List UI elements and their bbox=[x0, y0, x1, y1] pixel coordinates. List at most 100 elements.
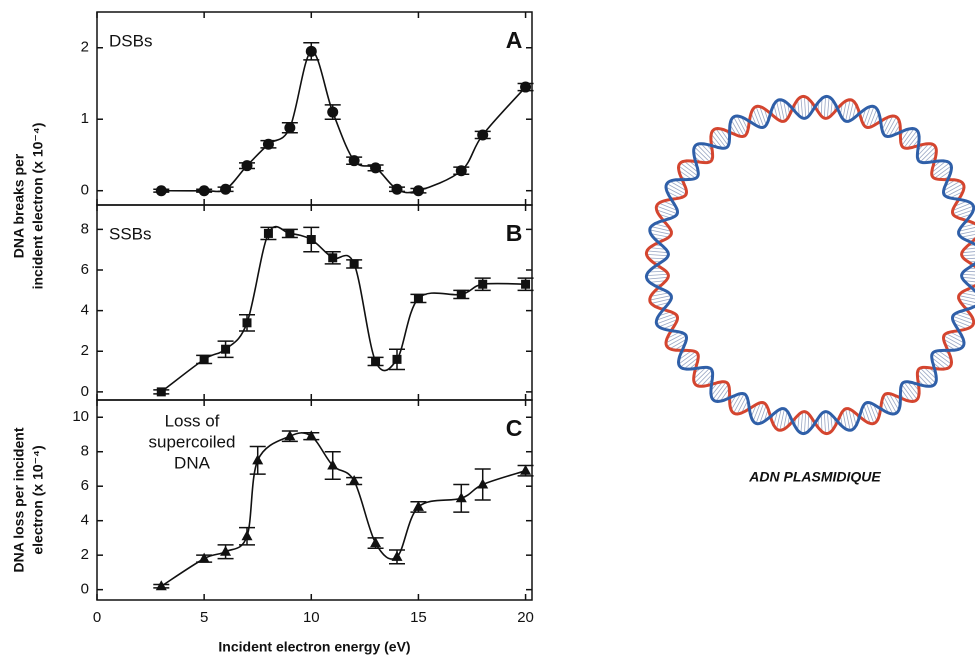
data-point bbox=[455, 165, 467, 177]
base-pair bbox=[669, 338, 687, 350]
base-pair bbox=[783, 411, 788, 430]
base-pair bbox=[651, 298, 672, 304]
base-pair bbox=[649, 229, 672, 235]
base-pair bbox=[900, 128, 910, 142]
base-pair bbox=[646, 276, 669, 280]
base-pair bbox=[931, 160, 947, 173]
base-pair bbox=[923, 367, 937, 380]
data-point bbox=[155, 580, 167, 591]
base-pair bbox=[680, 162, 699, 177]
base-pair bbox=[693, 367, 707, 380]
base-pair bbox=[650, 233, 669, 238]
data-point bbox=[328, 253, 338, 263]
base-pair bbox=[901, 128, 915, 146]
base-pair bbox=[648, 270, 666, 273]
base-pair bbox=[931, 162, 950, 177]
base-pair bbox=[845, 99, 851, 122]
y-tick-label: 6 bbox=[81, 477, 89, 494]
base-pair bbox=[683, 160, 699, 173]
base-pair bbox=[651, 226, 672, 232]
data-point bbox=[263, 228, 273, 238]
base-pair bbox=[712, 381, 727, 400]
base-pair bbox=[903, 130, 918, 149]
panel-label: DSBs bbox=[109, 31, 152, 50]
base-pair bbox=[960, 223, 975, 228]
data-point bbox=[392, 354, 402, 364]
y-tick-label: 4 bbox=[81, 512, 89, 529]
data-point bbox=[305, 45, 317, 57]
base-pair bbox=[736, 395, 747, 415]
base-pair bbox=[842, 411, 847, 430]
base-pair bbox=[901, 384, 915, 402]
base-pair bbox=[715, 128, 729, 146]
base-pair bbox=[907, 381, 920, 397]
data-point bbox=[370, 162, 382, 174]
base-pair bbox=[952, 319, 972, 328]
base-pair bbox=[779, 99, 785, 122]
base-pair bbox=[917, 369, 934, 386]
base-pair bbox=[823, 411, 826, 434]
y-tick-label: 0 bbox=[81, 581, 89, 598]
base-pair bbox=[773, 410, 778, 426]
base-pair bbox=[964, 270, 975, 273]
base-pair bbox=[919, 146, 936, 163]
base-pair bbox=[938, 170, 952, 180]
data-point bbox=[391, 183, 403, 195]
base-pair bbox=[804, 411, 807, 434]
data-point bbox=[348, 475, 360, 486]
base-pair bbox=[783, 100, 788, 119]
base-pair bbox=[952, 205, 974, 215]
data-point bbox=[241, 530, 253, 541]
base-pair bbox=[869, 402, 878, 422]
base-pair bbox=[931, 353, 950, 368]
base-pair bbox=[736, 115, 747, 135]
base-pair bbox=[678, 351, 696, 365]
data-point bbox=[521, 279, 531, 289]
base-pair bbox=[666, 335, 687, 347]
y-axis-label: DNA loss per incident bbox=[11, 427, 27, 572]
base-pair bbox=[800, 411, 804, 434]
base-pair bbox=[917, 144, 934, 161]
base-pair bbox=[963, 247, 975, 250]
base-pair bbox=[696, 144, 713, 161]
base-pair bbox=[923, 150, 937, 163]
base-pair bbox=[900, 388, 910, 402]
base-pair bbox=[779, 408, 785, 431]
data-point bbox=[262, 138, 274, 150]
data-point bbox=[198, 185, 210, 197]
base-pair bbox=[943, 338, 961, 350]
x-tick-label: 5 bbox=[200, 609, 208, 626]
base-pair bbox=[712, 130, 727, 149]
base-pair bbox=[958, 230, 975, 235]
y-axis-label: incident electron (x 10⁻⁴) bbox=[30, 123, 46, 290]
base-pair bbox=[883, 395, 894, 415]
base-pair bbox=[961, 234, 975, 238]
data-point bbox=[348, 155, 360, 167]
data-point bbox=[520, 81, 532, 93]
base-pair bbox=[960, 302, 975, 307]
base-pair bbox=[700, 373, 713, 387]
y-axis-label: electron (x 10⁻⁴) bbox=[30, 445, 46, 554]
base-pair bbox=[646, 250, 669, 254]
base-pair bbox=[665, 333, 685, 344]
panel-letter: C bbox=[506, 415, 523, 441]
base-pair bbox=[945, 333, 965, 344]
base-pair bbox=[830, 413, 833, 431]
base-pair bbox=[733, 393, 745, 414]
base-pair bbox=[830, 99, 833, 117]
base-pair bbox=[826, 411, 830, 434]
base-pair bbox=[919, 367, 936, 384]
data-point bbox=[520, 464, 532, 475]
base-pair bbox=[903, 381, 918, 400]
base-pair bbox=[958, 298, 975, 303]
data-point bbox=[371, 356, 381, 366]
base-pair bbox=[907, 133, 920, 149]
y-tick-label: 8 bbox=[81, 220, 89, 237]
base-pair bbox=[961, 254, 975, 257]
panel-letter: B bbox=[506, 220, 523, 246]
base-pair bbox=[656, 209, 676, 217]
data-point bbox=[241, 160, 253, 172]
data-point bbox=[221, 344, 231, 354]
base-pair bbox=[917, 373, 930, 387]
base-pair bbox=[646, 254, 669, 257]
